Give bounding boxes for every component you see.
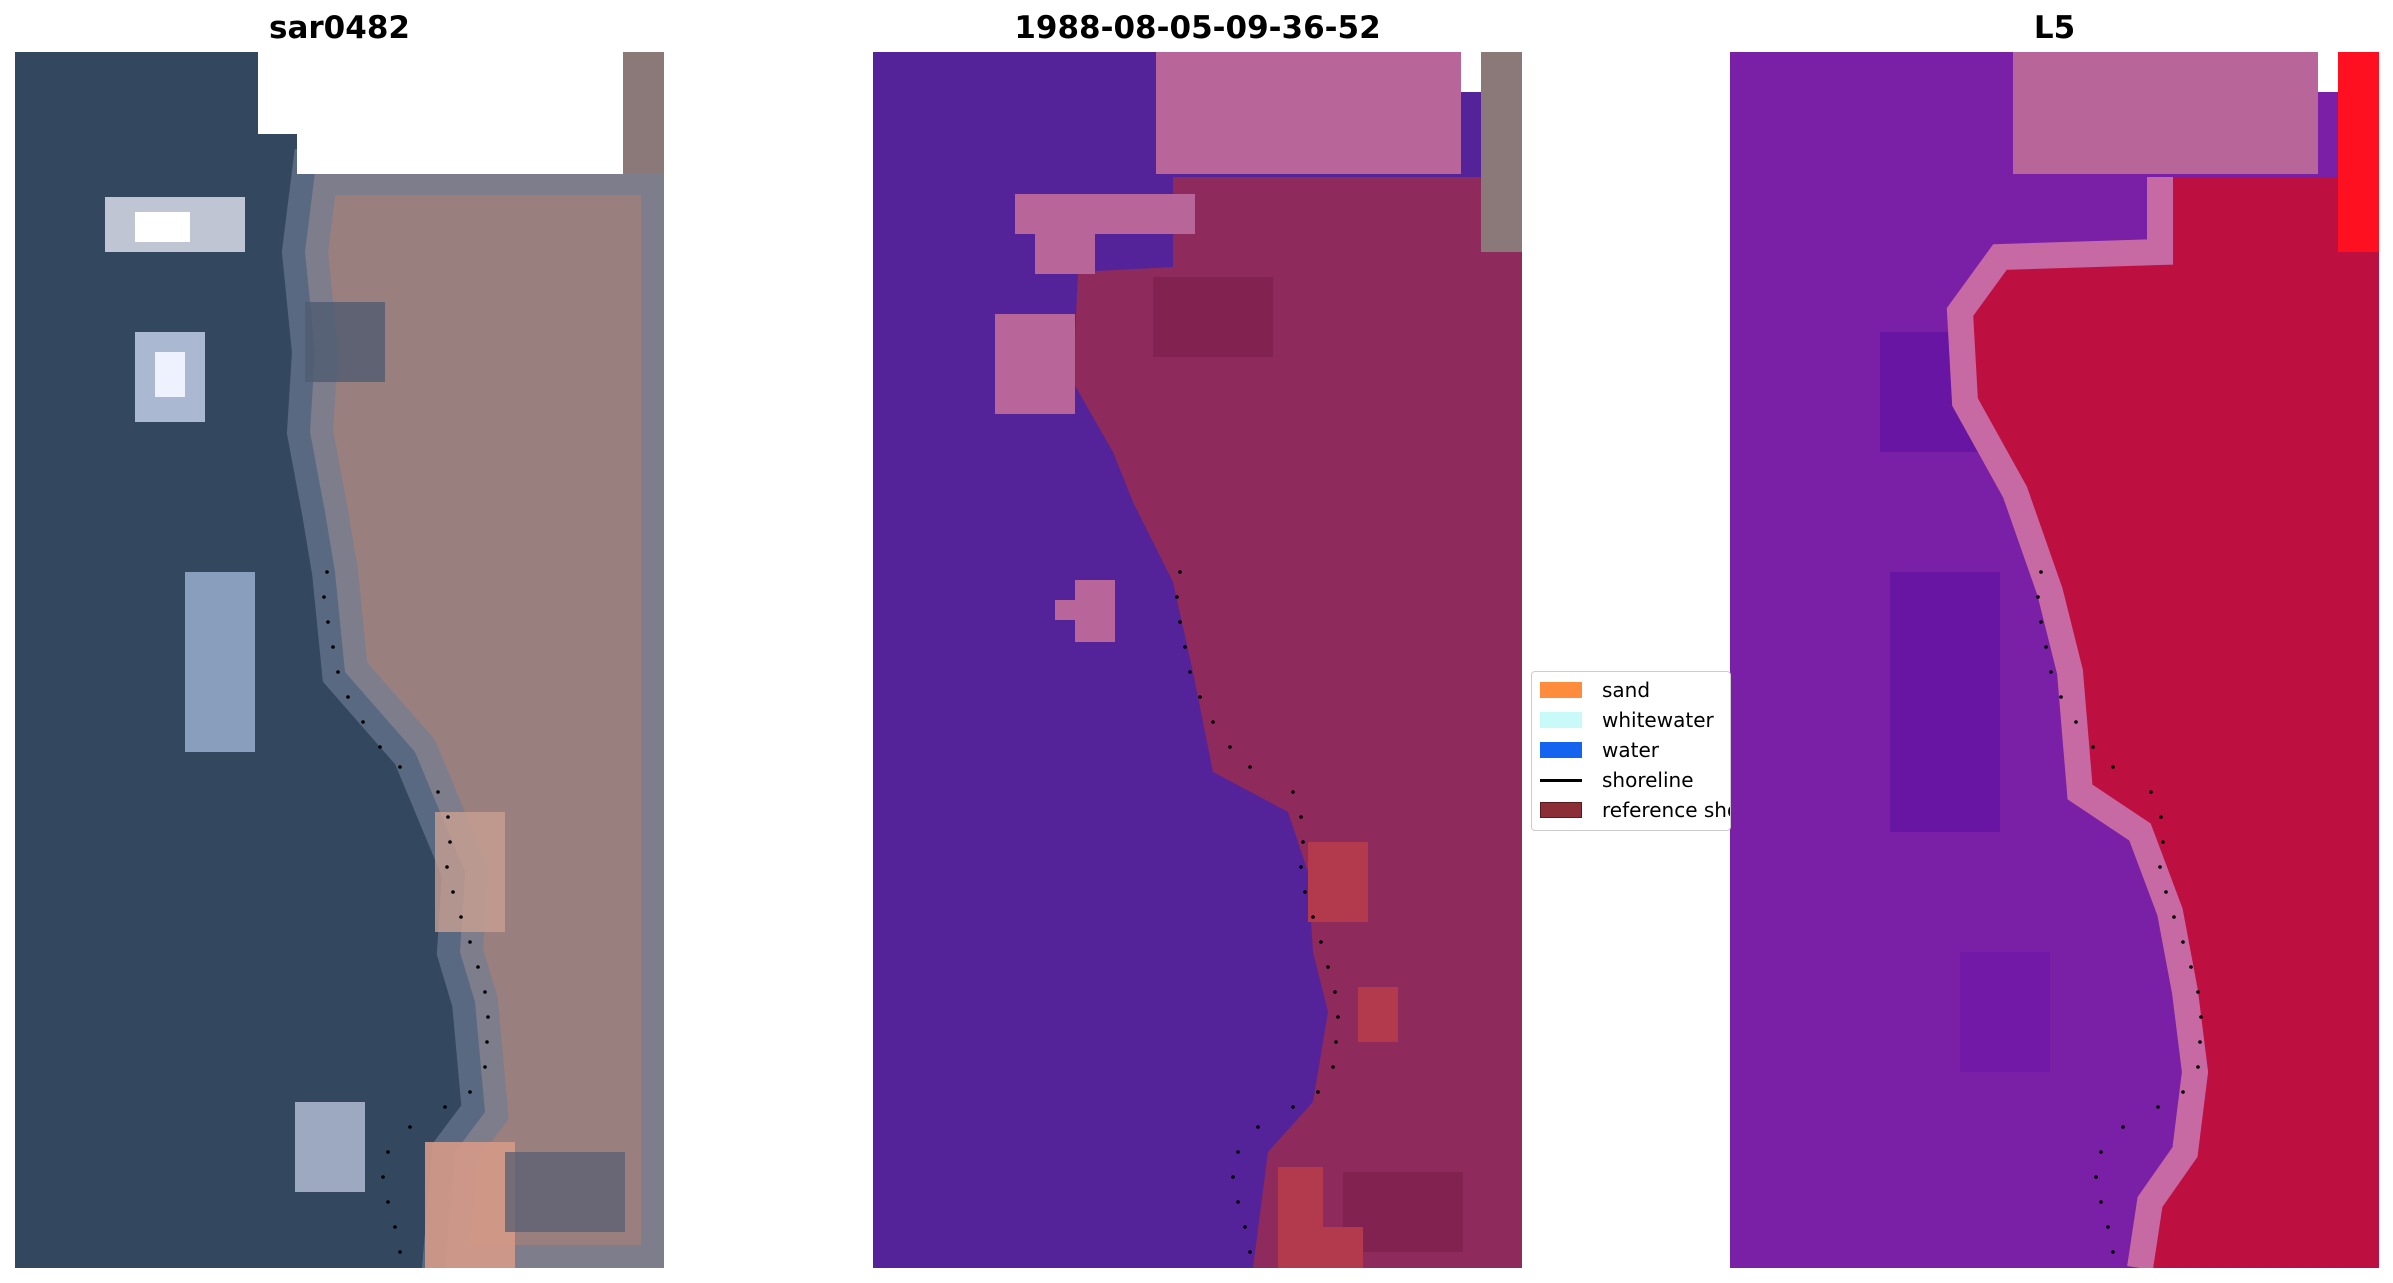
legend: sand whitewater water shoreline referenc… bbox=[1531, 671, 1731, 831]
legend-item-water: water bbox=[1540, 737, 1659, 763]
index-image-panel bbox=[1730, 52, 2379, 1268]
legend-item-sand: sand bbox=[1540, 677, 1650, 703]
legend-label-sand: sand bbox=[1602, 678, 1651, 702]
legend-item-reference-shoreline: reference shoreline bbox=[1540, 797, 1730, 823]
shoreline-dots bbox=[322, 570, 490, 1254]
sand-swatch bbox=[1540, 682, 1582, 698]
legend-label-whitewater: whitewater bbox=[1602, 708, 1714, 732]
shoreline-line-swatch bbox=[1540, 778, 1582, 782]
legend-label-water: water bbox=[1602, 738, 1659, 762]
panel-title-index: L5 bbox=[2033, 10, 2076, 46]
index-image bbox=[1730, 52, 2379, 1268]
panel-title-classified: 1988-08-05-09-36-52 bbox=[1014, 10, 1381, 46]
legend-item-shoreline: shoreline bbox=[1540, 767, 1694, 793]
rgb-image-panel bbox=[15, 52, 664, 1268]
shoreline-dots bbox=[1175, 570, 1340, 1254]
reference-shoreline-swatch bbox=[1540, 802, 1582, 818]
legend-item-whitewater: whitewater bbox=[1540, 707, 1714, 733]
legend-label-reference-shoreline: reference shoreline bbox=[1602, 798, 1730, 822]
panel-title-rgb: sar0482 bbox=[269, 10, 410, 46]
rgb-image bbox=[15, 52, 664, 1268]
legend-label-shoreline: shoreline bbox=[1602, 768, 1694, 792]
classified-image bbox=[873, 52, 1522, 1268]
whitewater-swatch bbox=[1540, 712, 1582, 728]
classified-image-panel bbox=[873, 52, 1522, 1268]
water-swatch bbox=[1540, 742, 1582, 758]
shoreline-dots bbox=[2036, 570, 2203, 1254]
